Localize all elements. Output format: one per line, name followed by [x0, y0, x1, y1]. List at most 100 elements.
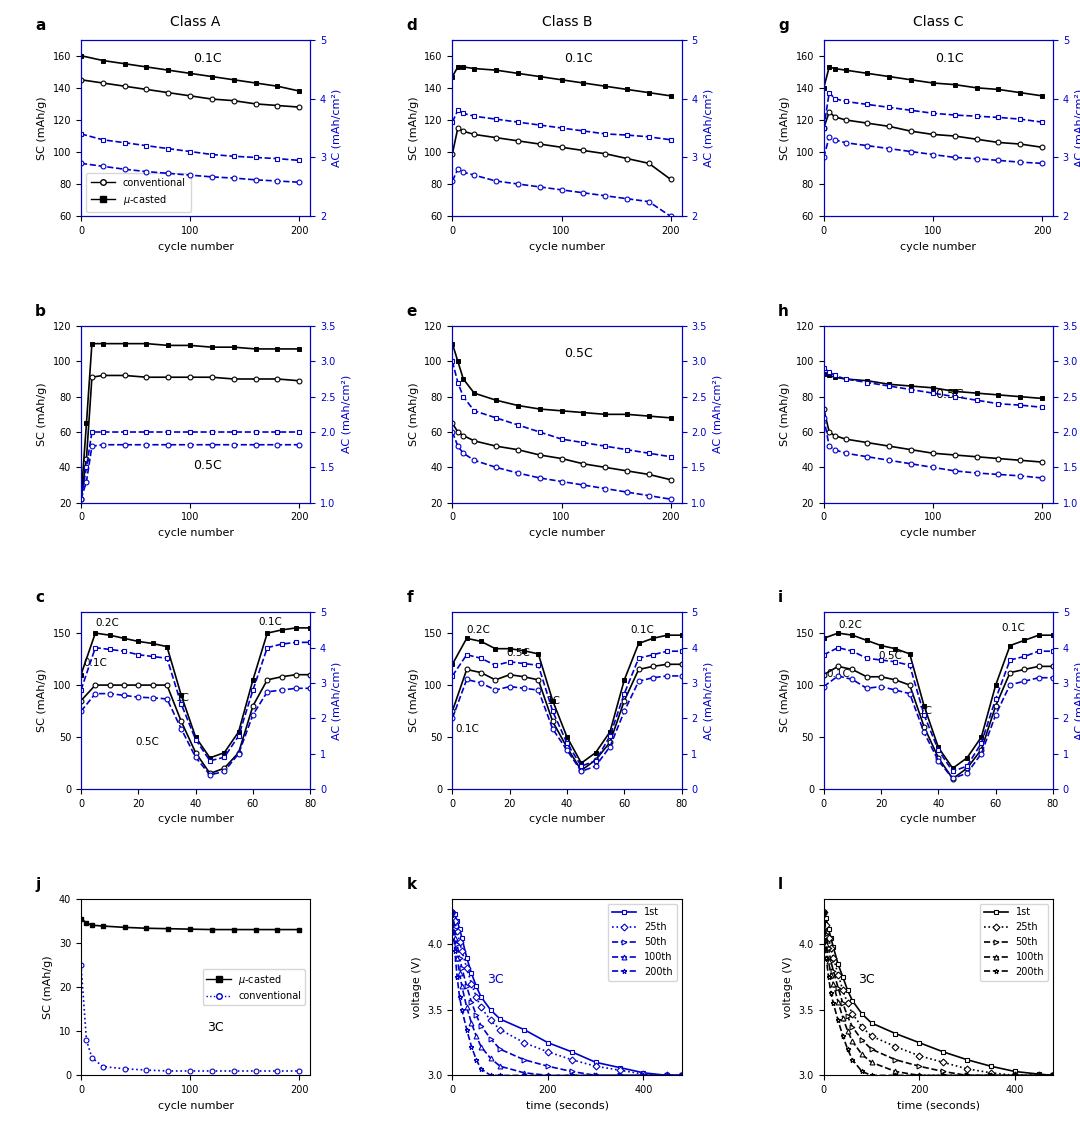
100th — [855, 1047, 868, 1061]
200th — [836, 1029, 849, 1043]
50th — [541, 1060, 554, 1073]
1st — [846, 994, 859, 1007]
1st — [454, 921, 467, 935]
100th — [820, 937, 833, 951]
Text: 0.2C: 0.2C — [95, 618, 119, 628]
200th — [446, 904, 459, 918]
50th — [1047, 1069, 1059, 1082]
25th — [985, 1066, 998, 1080]
50th — [675, 1069, 688, 1082]
50th — [824, 954, 837, 968]
100th — [1009, 1069, 1022, 1082]
1st — [494, 1012, 507, 1026]
Y-axis label: SC (mAh/g): SC (mAh/g) — [43, 955, 53, 1019]
50th — [827, 963, 840, 977]
50th — [841, 1010, 854, 1023]
1st — [855, 1007, 868, 1021]
100th — [460, 1001, 473, 1014]
Y-axis label: SC (mAh/g): SC (mAh/g) — [780, 383, 789, 446]
200th — [637, 1069, 650, 1082]
100th — [824, 968, 837, 981]
X-axis label: time (seconds): time (seconds) — [526, 1100, 608, 1110]
Text: 0.5C: 0.5C — [878, 651, 902, 661]
X-axis label: cycle number: cycle number — [158, 1100, 233, 1110]
50th — [613, 1069, 626, 1082]
X-axis label: time (seconds): time (seconds) — [896, 1100, 980, 1110]
100th — [889, 1065, 902, 1079]
Text: b: b — [36, 303, 46, 319]
25th — [661, 1069, 674, 1082]
Legend: 1st, 25th, 50th, 100th, 200th: 1st, 25th, 50th, 100th, 200th — [608, 903, 677, 980]
Title: Class B: Class B — [542, 15, 592, 28]
25th — [474, 1001, 487, 1014]
X-axis label: cycle number: cycle number — [901, 241, 976, 251]
50th — [889, 1053, 902, 1066]
1st — [541, 1036, 554, 1049]
25th — [456, 944, 469, 958]
1st — [661, 1069, 674, 1082]
50th — [855, 1034, 868, 1047]
200th — [832, 1013, 845, 1027]
Text: i: i — [778, 590, 783, 606]
25th — [675, 1069, 688, 1082]
Text: 0.5C: 0.5C — [935, 388, 964, 401]
1st — [450, 915, 463, 928]
Line: 50th: 50th — [821, 909, 1055, 1078]
25th — [470, 990, 483, 1004]
200th — [541, 1069, 554, 1082]
Legend: conventional, $\mu$-casted: conventional, $\mu$-casted — [86, 173, 191, 212]
Y-axis label: SC (mAh/g): SC (mAh/g) — [37, 96, 48, 160]
1st — [565, 1045, 578, 1058]
Text: 0.1C: 0.1C — [259, 617, 283, 627]
Text: c: c — [36, 590, 44, 606]
50th — [637, 1069, 650, 1082]
25th — [865, 1029, 878, 1043]
Text: 0.5C: 0.5C — [507, 648, 530, 658]
100th — [846, 1035, 859, 1048]
200th — [1009, 1069, 1022, 1082]
100th — [474, 1040, 487, 1054]
50th — [590, 1069, 603, 1082]
Y-axis label: AC (mAh/cm²): AC (mAh/cm²) — [1075, 89, 1080, 168]
Text: j: j — [36, 876, 40, 892]
25th — [446, 904, 459, 918]
25th — [637, 1067, 650, 1081]
200th — [590, 1069, 603, 1082]
X-axis label: cycle number: cycle number — [158, 528, 233, 538]
25th — [448, 915, 461, 928]
Text: d: d — [406, 18, 417, 33]
100th — [465, 1017, 478, 1030]
50th — [454, 951, 467, 964]
Text: 0.1C: 0.1C — [1001, 623, 1025, 633]
Text: k: k — [406, 876, 417, 892]
100th — [822, 954, 835, 968]
100th — [960, 1069, 973, 1082]
50th — [913, 1060, 926, 1073]
25th — [1047, 1069, 1059, 1082]
Text: 3C: 3C — [487, 974, 503, 986]
200th — [820, 951, 833, 964]
X-axis label: cycle number: cycle number — [901, 814, 976, 824]
1st — [985, 1060, 998, 1073]
Line: 200th: 200th — [450, 909, 684, 1078]
Y-axis label: voltage (V): voltage (V) — [783, 957, 793, 1018]
1st — [484, 1003, 497, 1017]
25th — [841, 996, 854, 1010]
1st — [448, 908, 461, 921]
25th — [565, 1053, 578, 1066]
X-axis label: cycle number: cycle number — [901, 528, 976, 538]
100th — [1047, 1069, 1059, 1082]
50th — [985, 1069, 998, 1082]
25th — [855, 1020, 868, 1034]
25th — [1032, 1069, 1045, 1082]
25th — [832, 968, 845, 981]
Text: 0.5C: 0.5C — [564, 348, 593, 360]
Y-axis label: AC (mAh/cm²): AC (mAh/cm²) — [341, 375, 351, 454]
50th — [820, 927, 833, 941]
200th — [448, 944, 461, 958]
Line: 200th: 200th — [821, 909, 1055, 1078]
X-axis label: cycle number: cycle number — [529, 241, 605, 251]
50th — [517, 1053, 530, 1066]
200th — [936, 1069, 949, 1082]
Text: 1C: 1C — [176, 693, 190, 703]
